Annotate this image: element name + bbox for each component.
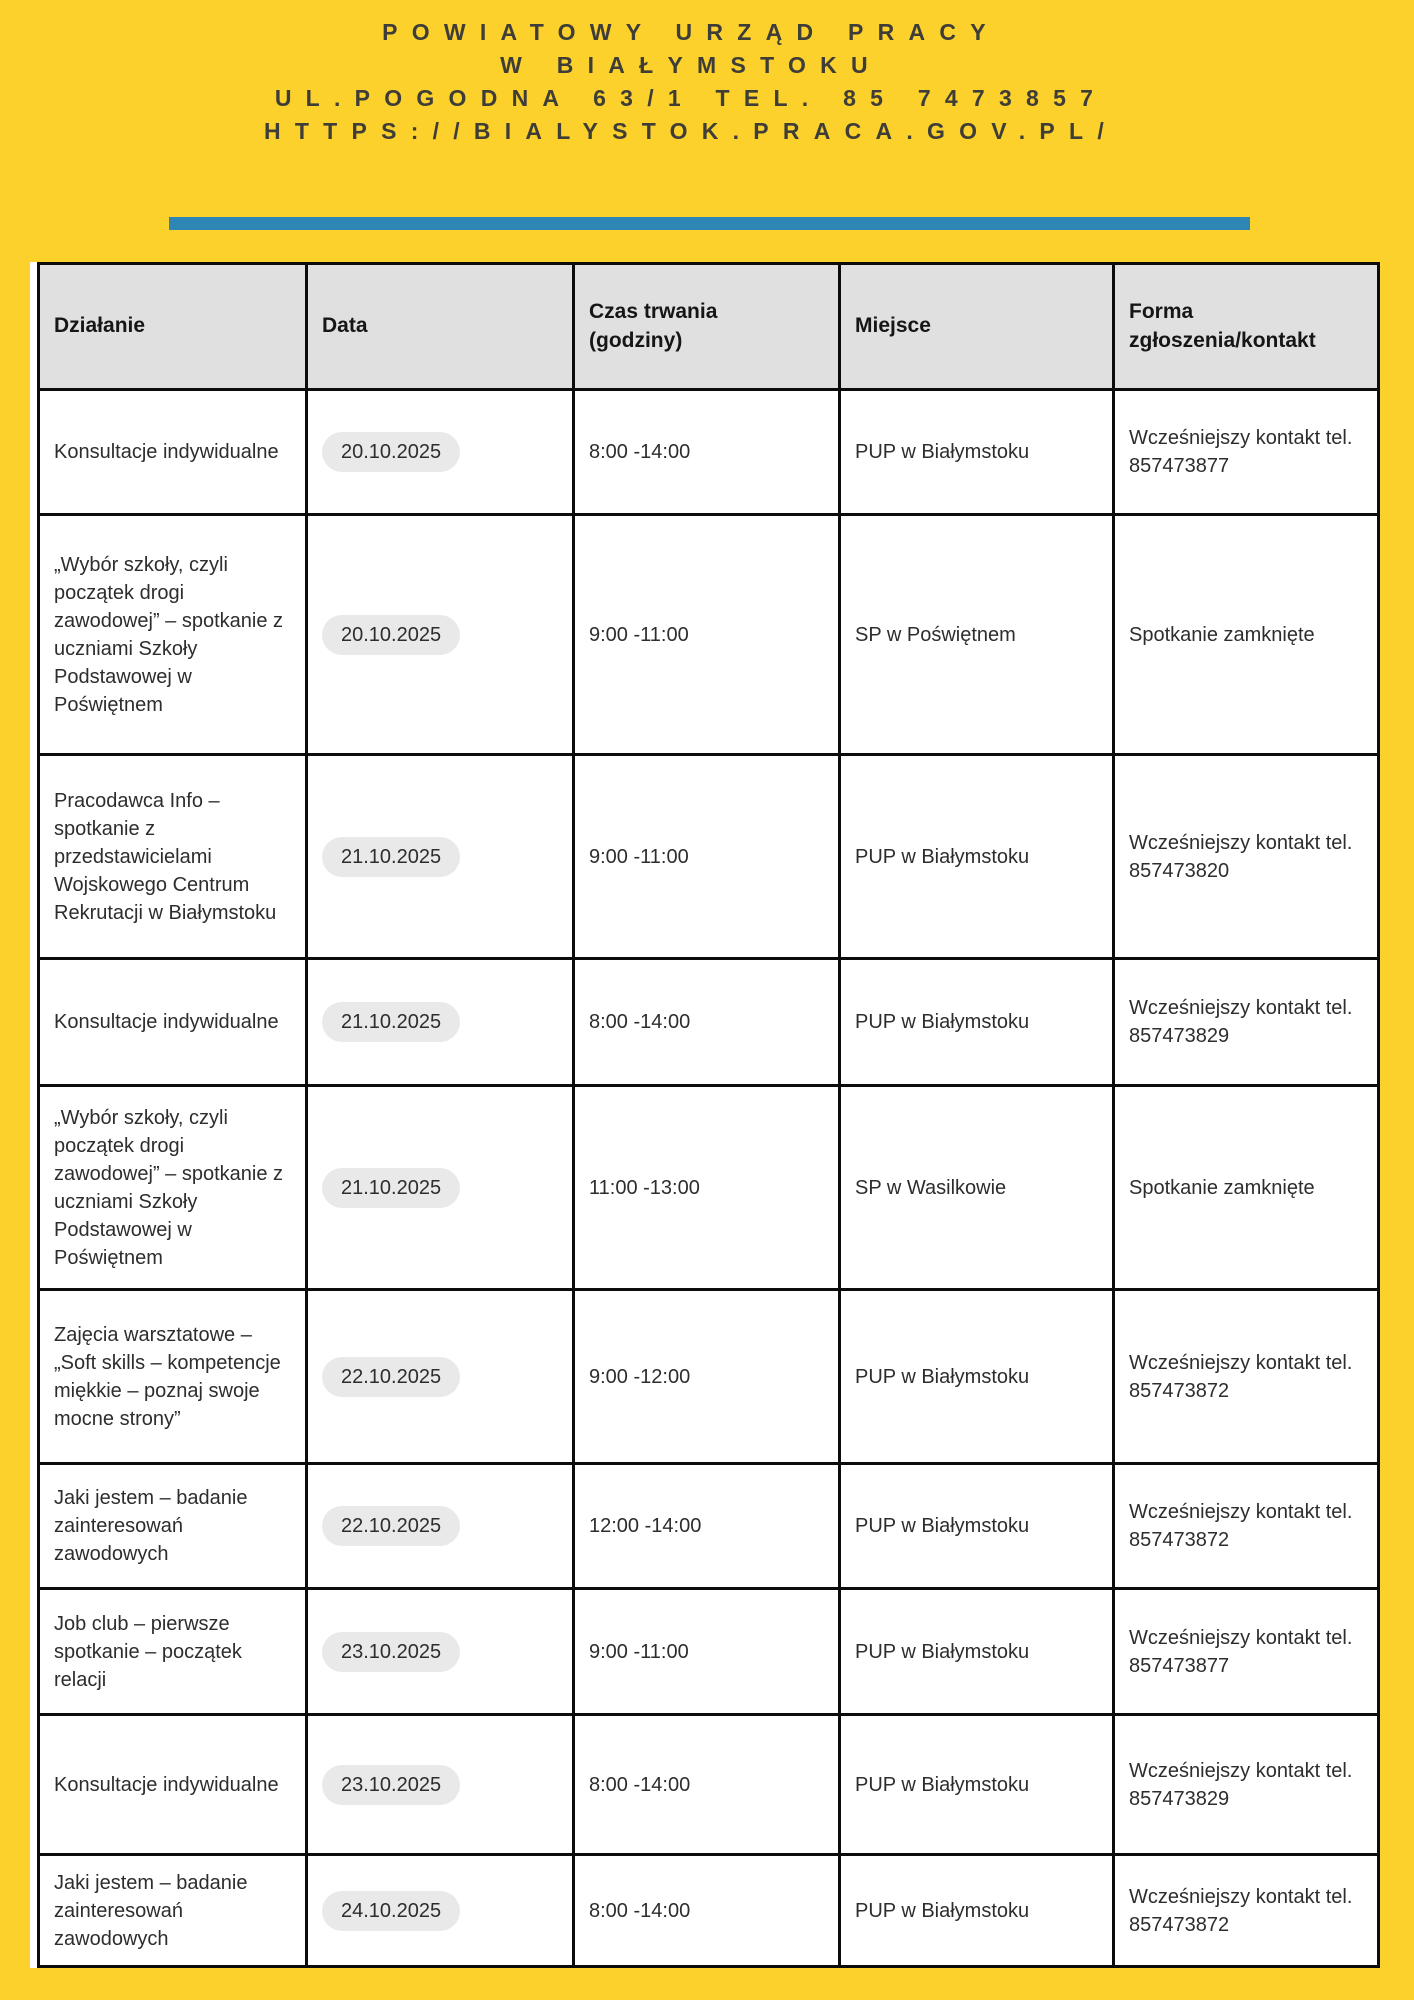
cell-place: SP w Wasilkowie	[838, 1084, 1115, 1291]
cell-contact: Wcześniejszy kontakt tel. 857473829	[1112, 957, 1380, 1087]
date-badge: 20.10.2025	[322, 432, 461, 472]
cell-contact: Wcześniejszy kontakt tel. 857473820	[1112, 753, 1380, 960]
table-row: Jaki jestem – badanie zainteresowań zawo…	[37, 1462, 1380, 1590]
cell-action: Job club – pierwsze spotkanie – początek…	[37, 1587, 308, 1716]
cell-action: „Wybór szkoły, czyli początek drogi zawo…	[37, 513, 308, 756]
cell-date: 22.10.2025	[305, 1288, 575, 1465]
cell-duration: 9:00 -11:00	[572, 753, 841, 960]
cell-contact: Wcześniejszy kontakt tel. 857473872	[1112, 1853, 1380, 1968]
cell-date: 23.10.2025	[305, 1713, 575, 1856]
cell-contact: Wcześniejszy kontakt tel. 857473872	[1112, 1288, 1380, 1465]
org-name-line-2: W BIAŁYMSTOKU	[500, 52, 882, 78]
letterhead: POWIATOWY URZĄD PRACY W BIAŁYMSTOKU UL.P…	[0, 16, 1382, 148]
cell-duration: 11:00 -13:00	[572, 1084, 841, 1291]
cell-date: 20.10.2025	[305, 513, 575, 756]
cell-duration: 8:00 -14:00	[572, 1713, 841, 1856]
table-row: „Wybór szkoły, czyli początek drogi zawo…	[37, 513, 1380, 756]
cell-date: 24.10.2025	[305, 1853, 575, 1968]
cell-place: PUP w Białymstoku	[838, 1713, 1115, 1856]
org-name-line-1: POWIATOWY URZĄD PRACY	[382, 19, 1000, 45]
cell-contact: Wcześniejszy kontakt tel. 857473872	[1112, 1462, 1380, 1590]
date-badge: 23.10.2025	[322, 1764, 461, 1805]
date-badge: 22.10.2025	[322, 1506, 461, 1546]
divider-bar	[169, 217, 1250, 230]
date-badge: 21.10.2025	[322, 1002, 461, 1042]
cell-date: 23.10.2025	[305, 1587, 575, 1716]
cell-contact: Spotkanie zamknięte	[1112, 1084, 1380, 1291]
column-header-duration: Czas trwania (godziny)	[572, 262, 841, 391]
cell-date: 22.10.2025	[305, 1462, 575, 1590]
cell-date: 21.10.2025	[305, 1084, 575, 1291]
cell-contact: Wcześniejszy kontakt tel. 857473877	[1112, 1587, 1380, 1716]
org-website: HTTPS://BIALYSTOK.PRACA.GOV.PL/	[264, 118, 1118, 144]
cell-duration: 8:00 -14:00	[572, 957, 841, 1087]
cell-action: Zajęcia warsztatowe – „Soft skills – kom…	[37, 1288, 308, 1465]
cell-duration: 8:00 -14:00	[572, 388, 841, 516]
table-row: Jaki jestem – badanie zainteresowań zawo…	[37, 1853, 1380, 1968]
column-header-action: Działanie	[37, 262, 308, 391]
cell-action: Jaki jestem – badanie zainteresowań zawo…	[37, 1462, 308, 1590]
cell-contact: Wcześniejszy kontakt tel. 857473829	[1112, 1713, 1380, 1856]
date-badge: 21.10.2025	[322, 836, 461, 877]
cell-duration: 12:00 -14:00	[572, 1462, 841, 1590]
cell-place: PUP w Białymstoku	[838, 1853, 1115, 1968]
column-header-place: Miejsce	[838, 262, 1115, 391]
cell-place: PUP w Białymstoku	[838, 957, 1115, 1087]
cell-action: Konsultacje indywidualne	[37, 1713, 308, 1856]
cell-duration: 9:00 -11:00	[572, 513, 841, 756]
cell-action: Konsultacje indywidualne	[37, 388, 308, 516]
cell-place: PUP w Białymstoku	[838, 753, 1115, 960]
cell-place: SP w Poświętnem	[838, 513, 1115, 756]
table-row: Konsultacje indywidualne 20.10.2025 8:00…	[37, 388, 1380, 516]
cell-contact: Spotkanie zamknięte	[1112, 513, 1380, 756]
date-badge: 23.10.2025	[322, 1631, 461, 1672]
cell-duration: 8:00 -14:00	[572, 1853, 841, 1968]
cell-place: PUP w Białymstoku	[838, 1288, 1115, 1465]
cell-action: Jaki jestem – badanie zainteresowań zawo…	[37, 1853, 308, 1968]
column-header-date: Data	[305, 262, 575, 391]
table-row: Pracodawca Info – spotkanie z przedstawi…	[37, 753, 1380, 960]
cell-duration: 9:00 -11:00	[572, 1587, 841, 1716]
cell-action: Konsultacje indywidualne	[37, 957, 308, 1087]
cell-date: 21.10.2025	[305, 957, 575, 1087]
schedule-table: Działanie Data Czas trwania (godziny) Mi…	[37, 262, 1380, 1968]
table-row: Konsultacje indywidualne 23.10.2025 8:00…	[37, 1713, 1380, 1856]
date-badge: 21.10.2025	[322, 1167, 461, 1208]
date-badge: 24.10.2025	[322, 1890, 461, 1931]
table-row: Konsultacje indywidualne 21.10.2025 8:00…	[37, 957, 1380, 1087]
cell-contact: Wcześniejszy kontakt tel. 857473877	[1112, 388, 1380, 516]
table-row: „Wybór szkoły, czyli początek drogi zawo…	[37, 1084, 1380, 1291]
org-address-phone: UL.POGODNA 63/1 TEL. 85 7473857	[274, 85, 1108, 111]
cell-place: PUP w Białymstoku	[838, 1587, 1115, 1716]
cell-place: PUP w Białymstoku	[838, 1462, 1115, 1590]
cell-action: „Wybór szkoły, czyli początek drogi zawo…	[37, 1084, 308, 1291]
table-row: Zajęcia warsztatowe – „Soft skills – kom…	[37, 1288, 1380, 1465]
header-row: Działanie Data Czas trwania (godziny) Mi…	[37, 262, 1380, 391]
cell-duration: 9:00 -12:00	[572, 1288, 841, 1465]
table-row: Job club – pierwsze spotkanie – początek…	[37, 1587, 1380, 1716]
cell-place: PUP w Białymstoku	[838, 388, 1115, 516]
column-header-contact: Forma zgłoszenia/kontakt	[1112, 262, 1380, 391]
schedule-table-container: Działanie Data Czas trwania (godziny) Mi…	[30, 262, 1380, 1968]
date-badge: 20.10.2025	[322, 614, 461, 655]
cell-action: Pracodawca Info – spotkanie z przedstawi…	[37, 753, 308, 960]
cell-date: 20.10.2025	[305, 388, 575, 516]
date-badge: 22.10.2025	[322, 1356, 461, 1397]
cell-date: 21.10.2025	[305, 753, 575, 960]
